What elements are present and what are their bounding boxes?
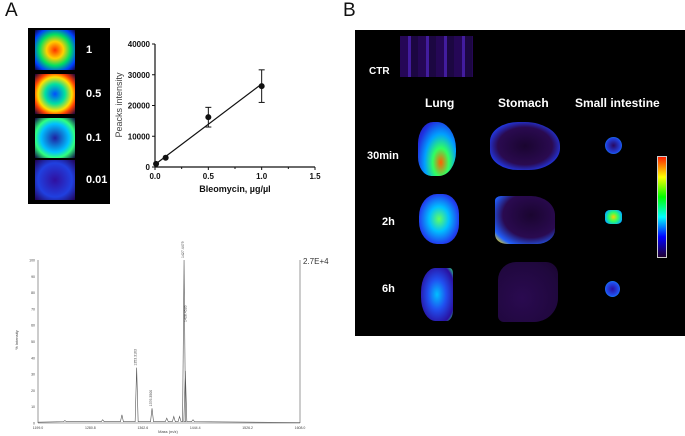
y-tick-label: 30000	[128, 71, 151, 80]
x-tick-label: 1526.2	[242, 426, 253, 430]
ctr-image	[400, 36, 473, 77]
y-axis-label: % Intensity	[14, 330, 19, 350]
conc-spot-1: 1	[20, 30, 92, 74]
ctr-label: CTR	[369, 66, 390, 77]
x-tick-label: 1444.4	[190, 426, 201, 430]
data-point	[205, 114, 212, 121]
y-tick-label: 10	[31, 405, 35, 409]
y-tick-label: 20	[31, 389, 35, 393]
y-tick-label: 100	[29, 259, 35, 263]
y-axis-label: Peacks intensity	[114, 72, 124, 138]
peak-label: 1376.3500	[149, 390, 153, 407]
imaging-panel: CTR Lung Stomach Small intestine 30min 2…	[355, 30, 685, 336]
x-tick-label: 0.5	[203, 172, 215, 181]
x-axis-label: Mass (m/z)	[158, 429, 178, 434]
y-tick-label: 80	[31, 291, 35, 295]
panel-b-letter: B	[343, 0, 356, 21]
conc-spot-3: 0.1	[20, 118, 101, 162]
data-point	[258, 83, 265, 90]
x-tick-label: 1608.0	[295, 426, 306, 430]
y-tick-label: 20000	[128, 102, 151, 111]
small-intestine-30min	[605, 137, 622, 154]
small-intestine-2h	[605, 210, 622, 224]
y-tick-label: 10000	[128, 132, 151, 141]
y-tick-label: 90	[31, 275, 35, 279]
x-tick-label: 1.5	[309, 172, 321, 181]
conc-label: 1	[86, 44, 93, 56]
conc-spot-4: 0.01	[20, 160, 107, 204]
stomach-2h	[495, 196, 555, 244]
y-tick-label: 0	[146, 163, 151, 172]
y-tick-label: 60	[31, 324, 35, 328]
y-tick-label: 40000	[128, 40, 151, 49]
y-tick-label: 40	[31, 356, 35, 360]
conc-label: 0.01	[86, 174, 108, 186]
data-point	[162, 154, 169, 161]
lung-6h	[421, 268, 453, 321]
row-label-30min: 30min	[367, 150, 399, 162]
conc-label: 0.5	[86, 88, 102, 100]
peak-label: 1427.4479	[181, 241, 185, 258]
row-label-2h: 2h	[382, 216, 395, 228]
column-label-lung: Lung	[425, 96, 455, 110]
y-tick-label: 50	[31, 340, 35, 344]
row-label-6h: 6h	[382, 283, 395, 295]
x-tick-label: 1.0	[256, 172, 268, 181]
lung-2h	[419, 194, 459, 244]
conc-spot-2: 0.5	[20, 74, 101, 118]
small-intestine-6h	[605, 281, 620, 297]
conc-label: 0.1	[86, 132, 102, 144]
peak-label: 1353.3163	[134, 349, 138, 366]
column-label-stomach: Stomach	[498, 96, 549, 110]
calibration-chart: Peacks intensity Bleomycin, µg/µl 0.0 0.5…	[114, 40, 321, 194]
panel-a-letter: A	[5, 0, 18, 21]
y-tick-label: 70	[31, 307, 35, 311]
x-axis-label: Bleomycin, µg/µl	[199, 184, 270, 194]
mass-spectrum: % Intensity Mass (m/z) 2.7E+4 1199.0 1280…	[14, 241, 329, 434]
x-tick-label: 1362.6	[137, 426, 148, 430]
column-label-small-intestine: Small intestine	[575, 96, 660, 110]
data-point	[153, 160, 160, 167]
stomach-30min	[490, 122, 560, 170]
colorbar	[657, 156, 667, 258]
max-intensity-label: 2.7E+4	[303, 257, 329, 266]
peak-label: 1428.4526	[184, 305, 188, 322]
y-tick-label: 30	[31, 373, 35, 377]
lung-30min	[418, 122, 456, 176]
y-tick-label: 0	[33, 422, 35, 426]
stomach-6h	[498, 262, 558, 322]
x-tick-label: 1280.8	[85, 426, 96, 430]
x-tick-label: 0.0	[149, 172, 161, 181]
x-tick-label: 1199.0	[33, 426, 43, 430]
spectrum-trace	[37, 259, 301, 423]
